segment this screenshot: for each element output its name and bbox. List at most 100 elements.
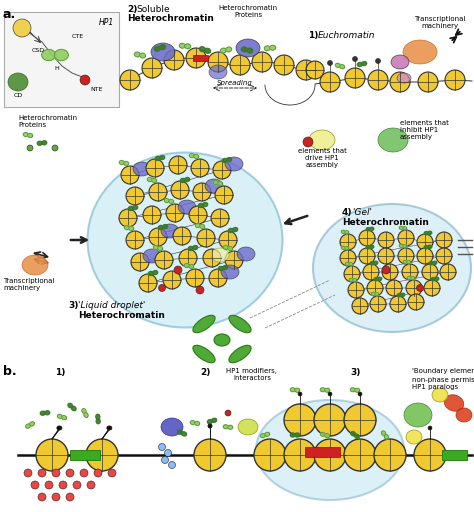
Text: 1): 1) xyxy=(308,31,319,40)
Ellipse shape xyxy=(193,315,215,333)
Polygon shape xyxy=(228,425,233,429)
Circle shape xyxy=(367,280,383,296)
Ellipse shape xyxy=(211,248,229,262)
Polygon shape xyxy=(223,425,228,429)
Text: 1): 1) xyxy=(55,368,65,377)
Polygon shape xyxy=(374,278,378,281)
Polygon shape xyxy=(357,62,362,67)
Circle shape xyxy=(344,404,376,436)
Text: Euchromatin: Euchromatin xyxy=(318,31,375,40)
Circle shape xyxy=(52,145,58,151)
Polygon shape xyxy=(424,246,428,249)
Circle shape xyxy=(225,410,231,416)
Polygon shape xyxy=(345,262,349,265)
Ellipse shape xyxy=(161,418,183,436)
Circle shape xyxy=(31,481,39,489)
Ellipse shape xyxy=(209,65,227,79)
Circle shape xyxy=(402,264,418,280)
Polygon shape xyxy=(370,245,374,248)
Ellipse shape xyxy=(205,179,223,193)
Circle shape xyxy=(274,55,294,75)
Polygon shape xyxy=(403,227,407,230)
Polygon shape xyxy=(213,181,218,184)
Circle shape xyxy=(162,457,168,463)
Ellipse shape xyxy=(397,73,411,83)
Polygon shape xyxy=(264,46,270,51)
Polygon shape xyxy=(62,416,67,420)
Polygon shape xyxy=(191,420,195,424)
Circle shape xyxy=(390,296,406,312)
Polygon shape xyxy=(194,155,199,159)
Circle shape xyxy=(126,231,144,249)
Polygon shape xyxy=(228,228,233,232)
Text: a.: a. xyxy=(3,8,16,21)
Circle shape xyxy=(146,159,164,177)
Circle shape xyxy=(197,229,215,247)
Polygon shape xyxy=(155,157,160,160)
Ellipse shape xyxy=(88,153,283,328)
Ellipse shape xyxy=(403,40,437,64)
Polygon shape xyxy=(129,226,134,230)
Circle shape xyxy=(203,249,221,267)
Circle shape xyxy=(436,248,452,264)
Bar xyxy=(305,447,340,457)
Text: 'Gel': 'Gel' xyxy=(352,208,372,217)
Text: Transcriptional
machinery: Transcriptional machinery xyxy=(3,278,55,291)
Circle shape xyxy=(164,450,172,457)
Circle shape xyxy=(52,493,60,501)
Circle shape xyxy=(219,231,237,249)
Polygon shape xyxy=(371,292,375,295)
Circle shape xyxy=(107,426,111,430)
Polygon shape xyxy=(435,277,439,281)
Polygon shape xyxy=(362,61,367,66)
Text: Spreading: Spreading xyxy=(217,80,253,86)
Text: Heterochromatin
Proteins: Heterochromatin Proteins xyxy=(18,115,77,128)
Circle shape xyxy=(119,209,137,227)
Polygon shape xyxy=(290,433,295,437)
Polygon shape xyxy=(195,421,200,425)
Circle shape xyxy=(320,72,340,92)
Circle shape xyxy=(296,60,316,80)
Polygon shape xyxy=(184,264,189,268)
Ellipse shape xyxy=(8,73,28,91)
Circle shape xyxy=(186,48,206,68)
Ellipse shape xyxy=(391,55,409,69)
Polygon shape xyxy=(128,206,133,210)
Polygon shape xyxy=(226,47,232,52)
Ellipse shape xyxy=(238,419,258,435)
Bar xyxy=(442,450,467,460)
Polygon shape xyxy=(133,205,137,209)
FancyBboxPatch shape xyxy=(4,12,119,107)
Ellipse shape xyxy=(456,408,472,422)
Circle shape xyxy=(359,248,375,264)
Polygon shape xyxy=(233,227,237,231)
Polygon shape xyxy=(429,262,433,265)
Polygon shape xyxy=(295,433,300,437)
Polygon shape xyxy=(72,406,76,411)
Polygon shape xyxy=(349,263,353,266)
Polygon shape xyxy=(403,245,407,248)
Polygon shape xyxy=(320,388,325,392)
Polygon shape xyxy=(200,47,205,52)
Circle shape xyxy=(359,230,375,246)
Text: 4): 4) xyxy=(342,208,353,217)
Polygon shape xyxy=(198,203,203,207)
Polygon shape xyxy=(158,225,163,229)
Polygon shape xyxy=(182,432,186,436)
Circle shape xyxy=(284,439,316,471)
Polygon shape xyxy=(96,414,100,419)
Polygon shape xyxy=(188,246,193,250)
Circle shape xyxy=(398,230,414,246)
Polygon shape xyxy=(23,133,28,137)
Polygon shape xyxy=(353,279,357,282)
Circle shape xyxy=(254,439,286,471)
Text: Heterochromatin: Heterochromatin xyxy=(342,218,429,227)
Polygon shape xyxy=(185,178,190,182)
Circle shape xyxy=(57,426,61,430)
Text: 2): 2) xyxy=(200,368,210,377)
Polygon shape xyxy=(45,411,50,415)
Ellipse shape xyxy=(221,265,239,279)
Circle shape xyxy=(13,19,31,37)
Circle shape xyxy=(193,183,211,201)
Polygon shape xyxy=(264,432,270,436)
